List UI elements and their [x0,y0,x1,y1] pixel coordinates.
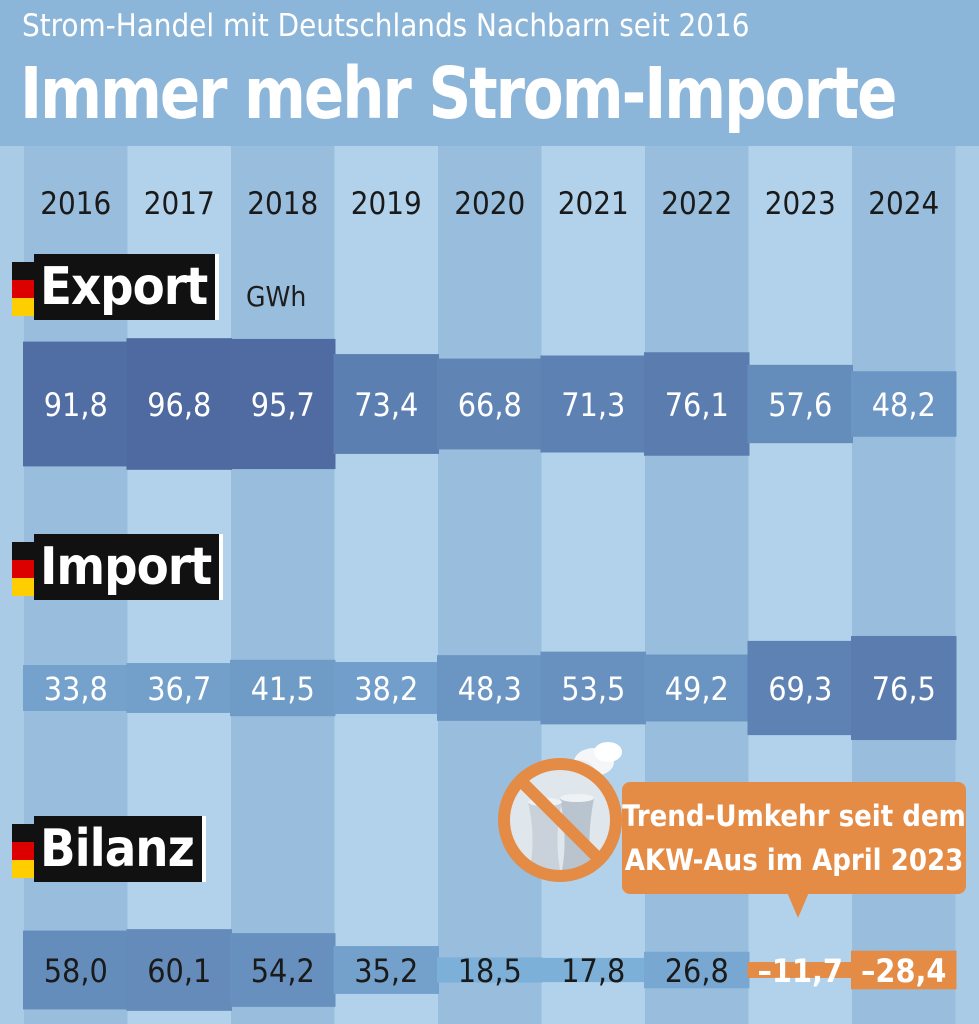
callout-line-1: Trend-Umkehr seit dem [622,799,966,833]
data-label-export: 57,6 [768,386,832,424]
callout-line-2: AKW-Aus im April 2023 [624,843,964,877]
bar-import [126,663,232,713]
callout-pointer [786,890,810,918]
data-label-export: 91,8 [44,386,108,424]
data-label-export: 71,3 [561,386,625,424]
data-label-import: 69,3 [768,670,832,708]
bar-import [437,655,543,721]
data-label-import: 53,5 [561,670,625,708]
data-label-import: 49,2 [665,670,729,708]
year-tick-label: 2017 [144,186,215,222]
bar-export [644,352,750,456]
bar-export [23,341,129,467]
section-label-import: Import [12,534,224,600]
data-label-import: 33,8 [44,670,108,708]
bar-bilanz [126,929,232,1011]
bar-import [644,654,750,722]
bar-bilanz [851,950,957,990]
year-tick-label: 2023 [765,186,836,222]
data-label-import: 38,2 [354,670,418,708]
bar-bilanz [23,930,129,1010]
german-flag-icon [12,262,34,316]
data-label-export: 96,8 [147,386,211,424]
header-banner: Strom-Handel mit Deutschlands Nachbarn s… [0,0,979,146]
bar-export [540,355,646,453]
chart-title: Immer mehr Strom-Importe [20,52,897,136]
data-label-export: 76,1 [665,386,729,424]
no-nuclear-plant-icon [498,742,622,882]
bar-export [333,354,439,454]
bar-bilanz [437,957,543,983]
data-label-bilanz: 60,1 [147,952,211,990]
data-label-bilanz: 58,0 [44,952,108,990]
data-label-export: 66,8 [458,386,522,424]
data-label-import: 48,3 [458,670,522,708]
bar-export [747,364,853,444]
bar-export [851,371,957,437]
data-label-bilanz: –11,7 [758,952,843,990]
data-label-bilanz: 17,8 [561,952,625,990]
bar-import [23,665,129,711]
column-stripe [231,146,335,1024]
data-label-bilanz: 54,2 [251,952,315,990]
bar-bilanz [230,933,336,1007]
bar-export [230,338,336,470]
trend-callout: Trend-Umkehr seit dem AKW-Aus im April 2… [622,782,966,894]
bar-bilanz [333,946,439,994]
data-label-export: 73,4 [354,386,418,424]
year-tick-label: 2018 [247,186,318,222]
year-tick-label: 2019 [351,186,422,222]
section-label-export: Export [12,254,220,320]
year-tick-label: 2016 [40,186,111,222]
year-tick-label: 2020 [454,186,525,222]
data-label-export: 48,2 [872,386,936,424]
data-label-bilanz: 18,5 [458,952,522,990]
chart-subtitle: Strom-Handel mit Deutschlands Nachbarn s… [22,8,750,44]
bar-import [333,662,439,714]
year-tick-label: 2024 [868,186,939,222]
german-flag-icon [12,542,34,596]
data-label-import: 76,5 [872,670,936,708]
data-label-bilanz: 26,8 [665,952,729,990]
unit-label: GWh [246,280,307,313]
column-stripe [438,146,542,1024]
data-label-import: 41,5 [251,670,315,708]
data-label-bilanz: 35,2 [354,952,418,990]
german-flag-icon [12,824,34,878]
data-label-bilanz: –28,4 [861,952,946,990]
series-label-import: Import [34,534,224,600]
bar-export [126,338,232,470]
year-tick-label: 2021 [558,186,629,222]
section-label-bilanz: Bilanz [12,816,206,882]
year-tick-label: 2022 [661,186,732,222]
series-label-export: Export [34,254,220,320]
bar-import [230,659,336,717]
data-label-export: 95,7 [251,386,315,424]
bar-export [437,358,543,450]
series-label-bilanz: Bilanz [34,816,206,882]
bar-import [747,640,853,736]
data-label-import: 36,7 [147,670,211,708]
bar-bilanz [747,962,853,978]
bar-import [851,635,957,741]
bar-bilanz [644,951,750,989]
column-stripe [334,146,438,1024]
bar-import [540,651,646,725]
bar-bilanz [540,957,646,983]
